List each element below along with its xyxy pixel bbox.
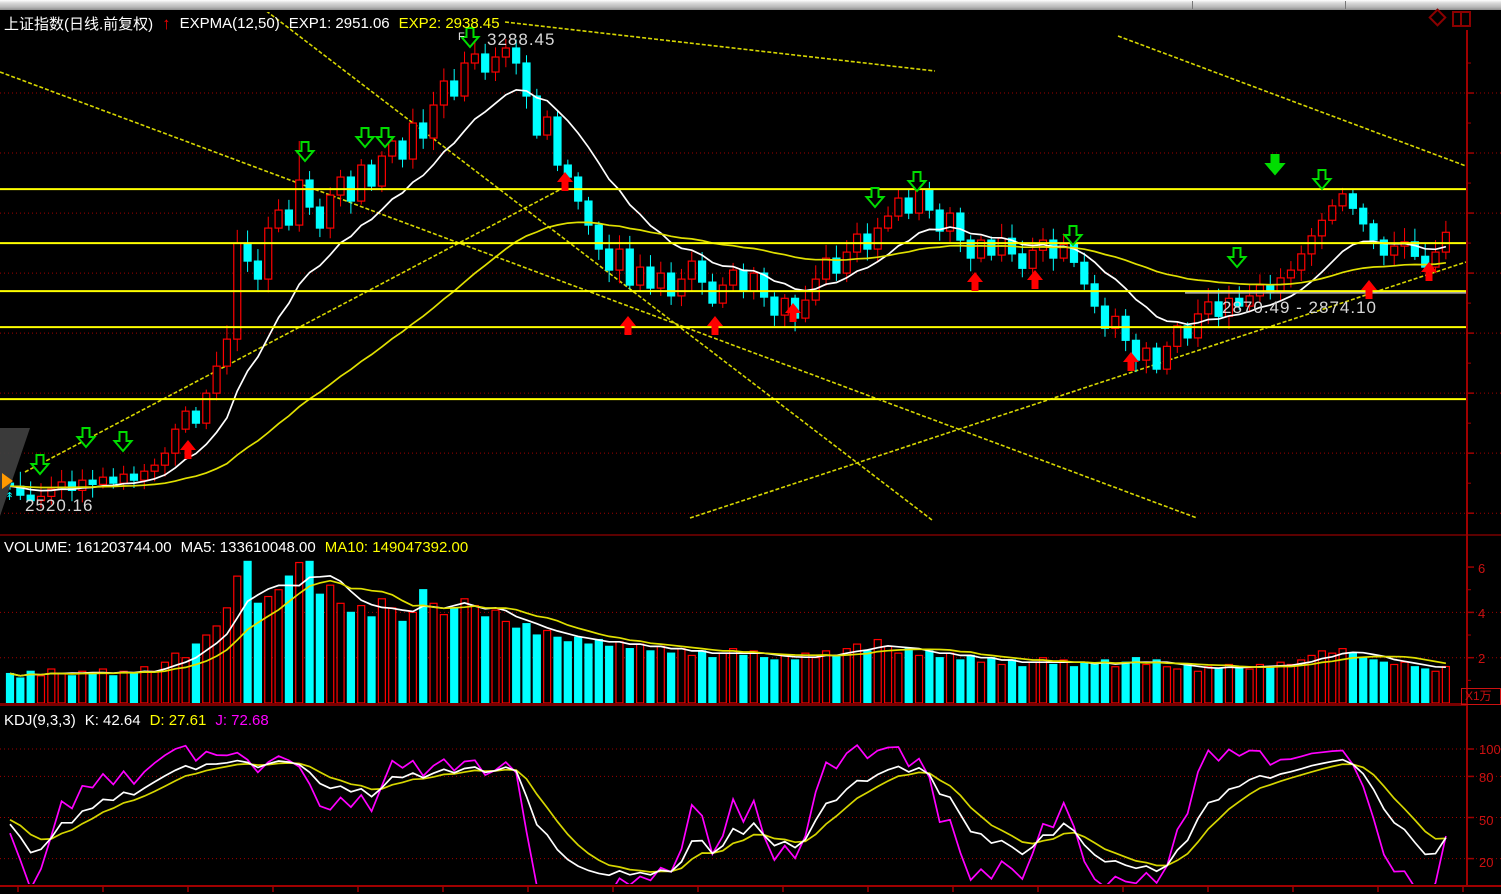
- scroll-right-triangle-icon[interactable]: [2, 473, 13, 489]
- kdj-j-value: J: 72.68: [215, 712, 269, 729]
- vol-axis-tick-2: 2: [1478, 651, 1486, 666]
- kdj-d-value: D: 27.61: [149, 712, 207, 729]
- indicator-name[interactable]: EXPMA(12,50): [179, 15, 280, 32]
- signal-markers: [29, 27, 1437, 476]
- kdj-axis-tick-20: 20: [1479, 855, 1494, 870]
- security-title: 上证指数(日线.前复权): [4, 16, 154, 33]
- kdj-axis-tick-100: 100: [1479, 742, 1501, 757]
- kdj-axis-tick-80: 80: [1479, 770, 1494, 785]
- exp1-value: EXP1: 2951.06: [288, 15, 390, 32]
- vol-axis-tick-6: 6: [1478, 561, 1486, 576]
- main-candle-panel: [0, 12, 1501, 521]
- volume-panel-header: VOLUME: 161203744.00 MA5: 133610048.00 M…: [4, 539, 468, 556]
- peak-flag-label: F: [458, 31, 465, 43]
- volume-value[interactable]: VOLUME: 161203744.00: [4, 539, 172, 556]
- kdj-panel-header: KDJ(9,3,3) K: 42.64 D: 27.61 J: 72.68: [4, 712, 269, 729]
- window-top-strip: [0, 0, 1501, 10]
- volume-panel: [0, 560, 1501, 706]
- exp2-value: EXP2: 2938.45: [398, 15, 500, 32]
- up-arrow-icon: ↑: [162, 14, 171, 33]
- kdj-axis-tick-50: 50: [1479, 813, 1494, 828]
- trough-mark-icon: ↟: [5, 491, 15, 503]
- volume-ma5-value: MA5: 133610048.00: [180, 539, 316, 556]
- volume-unit-box: X1万: [1461, 688, 1501, 705]
- kdj-k-value: K: 42.64: [84, 712, 141, 729]
- kdj-panel: [0, 744, 1501, 884]
- trough-price-label: 2520.16: [25, 496, 94, 515]
- volume-ma10-value: MA10: 149047392.00: [324, 539, 469, 556]
- price-band-label: 2870.49 - 2874.10: [1222, 298, 1378, 317]
- top-strip-separator: [1192, 1, 1193, 9]
- top-strip-separator: [1345, 1, 1346, 9]
- main-panel-header: 上证指数(日线.前复权) ↑ EXPMA(12,50) EXP1: 2951.0…: [4, 13, 500, 34]
- candlesticks: [5, 39, 1450, 508]
- restore-window-icon[interactable]: [1452, 11, 1471, 27]
- vol-axis-tick-4: 4: [1478, 606, 1486, 621]
- kdj-indicator-name[interactable]: KDJ(9,3,3): [4, 712, 76, 729]
- peak-price-label: 3288.45: [487, 30, 556, 49]
